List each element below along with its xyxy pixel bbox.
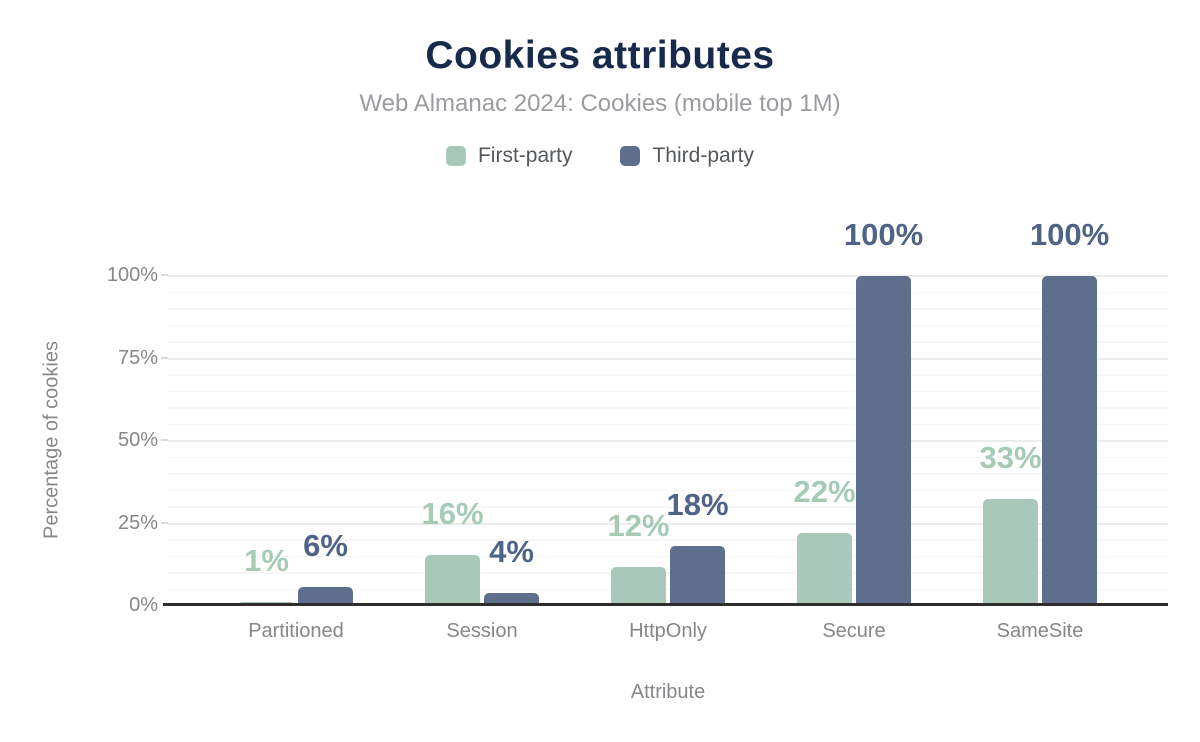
minor-gridline bbox=[168, 588, 1168, 590]
chart-title: Cookies attributes bbox=[425, 34, 775, 77]
y-tick-label: 50% bbox=[117, 429, 158, 451]
bars-row: 1% 6% 16% 4% 12% 18% 22% 100% 33% 100% bbox=[203, 219, 1133, 605]
x-axis-title: Attribute bbox=[630, 681, 706, 703]
bar-group-secure: 22% 100% bbox=[761, 219, 947, 605]
minor-gridline bbox=[168, 506, 1168, 508]
minor-gridline bbox=[168, 473, 1168, 475]
bar-first-party-samesite[interactable]: 33% bbox=[979, 442, 1042, 605]
x-tick-label-samesite: SameSite bbox=[996, 620, 1084, 642]
legend: First-party Third-party bbox=[0, 144, 1200, 168]
bar-first-party-secure[interactable]: 22% bbox=[793, 476, 856, 605]
bar-group-partitioned: 1% 6% bbox=[203, 275, 389, 605]
minor-gridline bbox=[168, 291, 1168, 293]
minor-gridline bbox=[168, 572, 1168, 574]
bar-value-label: 22% bbox=[793, 474, 856, 510]
bar-first-party-httponly[interactable]: 12% bbox=[607, 510, 670, 605]
bar-third-party-session[interactable]: 4% bbox=[484, 536, 539, 605]
bar-value-label: 12% bbox=[607, 508, 670, 544]
minor-gridline bbox=[168, 555, 1168, 557]
bar-third-party-httponly[interactable]: 18% bbox=[666, 489, 729, 605]
minor-gridline bbox=[168, 308, 1168, 310]
legend-item-third-party[interactable]: Third-party bbox=[620, 144, 754, 168]
major-gridline bbox=[168, 440, 1168, 442]
minor-gridline bbox=[168, 423, 1168, 425]
x-tick-label-httponly: HttpOnly bbox=[629, 620, 707, 642]
legend-item-first-party[interactable]: First-party bbox=[445, 144, 573, 168]
bar-third-party-samesite[interactable]: 100% bbox=[1030, 219, 1109, 605]
x-tick-label-partitioned: Partitioned bbox=[248, 620, 344, 642]
legend-label: Third-party bbox=[652, 144, 755, 167]
minor-gridline bbox=[168, 341, 1168, 343]
y-tick-mark bbox=[161, 439, 168, 441]
legend-swatch-icon bbox=[620, 146, 641, 166]
y-tick-label: 25% bbox=[117, 511, 158, 534]
bar-value-label: 6% bbox=[303, 527, 348, 563]
bar-value-label: 33% bbox=[979, 440, 1042, 476]
y-tick-label: 100% bbox=[106, 264, 158, 286]
bar-first-party-session[interactable]: 16% bbox=[421, 498, 484, 605]
bar-value-label: 100% bbox=[1029, 217, 1110, 253]
major-gridline bbox=[168, 275, 1168, 277]
y-tick-mark bbox=[161, 521, 168, 524]
y-tick-label: 75% bbox=[117, 346, 158, 369]
bar-third-party-secure[interactable]: 100% bbox=[844, 219, 923, 605]
bar-group-httponly: 12% 18% bbox=[575, 275, 761, 605]
bar-third-party-partitioned[interactable]: 6% bbox=[298, 530, 353, 605]
bar-group-samesite: 33% 100% bbox=[947, 219, 1133, 605]
bar-group-session: 16% 4% bbox=[389, 275, 575, 605]
x-tick-label-session: Session bbox=[446, 620, 518, 642]
major-gridline bbox=[168, 522, 1168, 525]
major-gridline bbox=[168, 357, 1168, 360]
bar-value-label: 4% bbox=[489, 533, 534, 569]
bar-value-label: 1% bbox=[244, 543, 289, 579]
y-tick-mark bbox=[161, 356, 168, 359]
y-tick-label: 0% bbox=[129, 594, 158, 616]
minor-gridline bbox=[168, 489, 1168, 491]
x-axis-line bbox=[163, 603, 1168, 606]
legend-label: First-party bbox=[477, 144, 573, 167]
x-tick-label-secure: Secure bbox=[822, 620, 886, 642]
minor-gridline bbox=[168, 390, 1168, 392]
chart-subtitle: Web Almanac 2024: Cookies (mobile top 1M… bbox=[359, 90, 841, 117]
minor-gridline bbox=[168, 407, 1168, 409]
bar-value-label: 100% bbox=[843, 217, 924, 253]
bar-value-label: 16% bbox=[421, 495, 484, 531]
y-tick-mark bbox=[161, 274, 168, 276]
legend-swatch-icon bbox=[445, 146, 466, 166]
bar-value-label: 18% bbox=[666, 487, 729, 523]
plot-area: 1% 6% 16% 4% 12% 18% 22% 100% 33% 100% bbox=[163, 219, 1168, 606]
minor-gridline bbox=[168, 324, 1168, 326]
minor-gridline bbox=[168, 456, 1168, 458]
minor-gridline bbox=[168, 374, 1168, 376]
minor-gridline bbox=[168, 539, 1168, 541]
